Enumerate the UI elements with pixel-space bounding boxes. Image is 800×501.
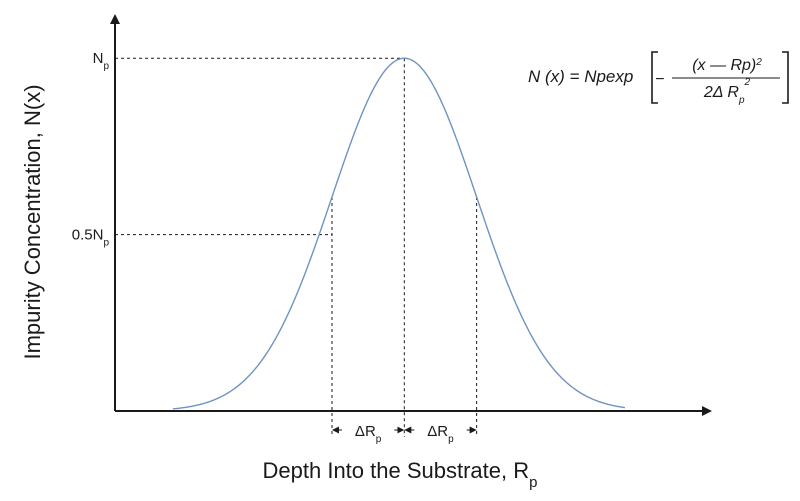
ytick-half-peak-label: 0.5Np (72, 227, 110, 249)
formula-minus: − (655, 71, 664, 88)
y-axis-title: Impurity Concentration, N(x) (20, 84, 45, 359)
x-axis-title: Depth Into the Substrate, Rp (263, 458, 538, 491)
ytick-peak-label: Np (93, 50, 110, 72)
concentration-curve (172, 57, 626, 410)
formula-numerator: (x — Rp)2 (692, 57, 762, 75)
delta-rp-label-left: ΔRp (355, 423, 382, 445)
formula-denominator: 2Δ Rp2 (703, 77, 751, 106)
formula-lhs: N (x) = Npexp (528, 67, 633, 86)
delta-rp-label-right: ΔRp (427, 423, 454, 445)
gaussian-formula: N (x) = Npexp − (x — Rp)2 2Δ Rp2 (528, 51, 789, 106)
formula-right-bracket (782, 51, 789, 104)
formula-left-bracket (651, 51, 658, 104)
